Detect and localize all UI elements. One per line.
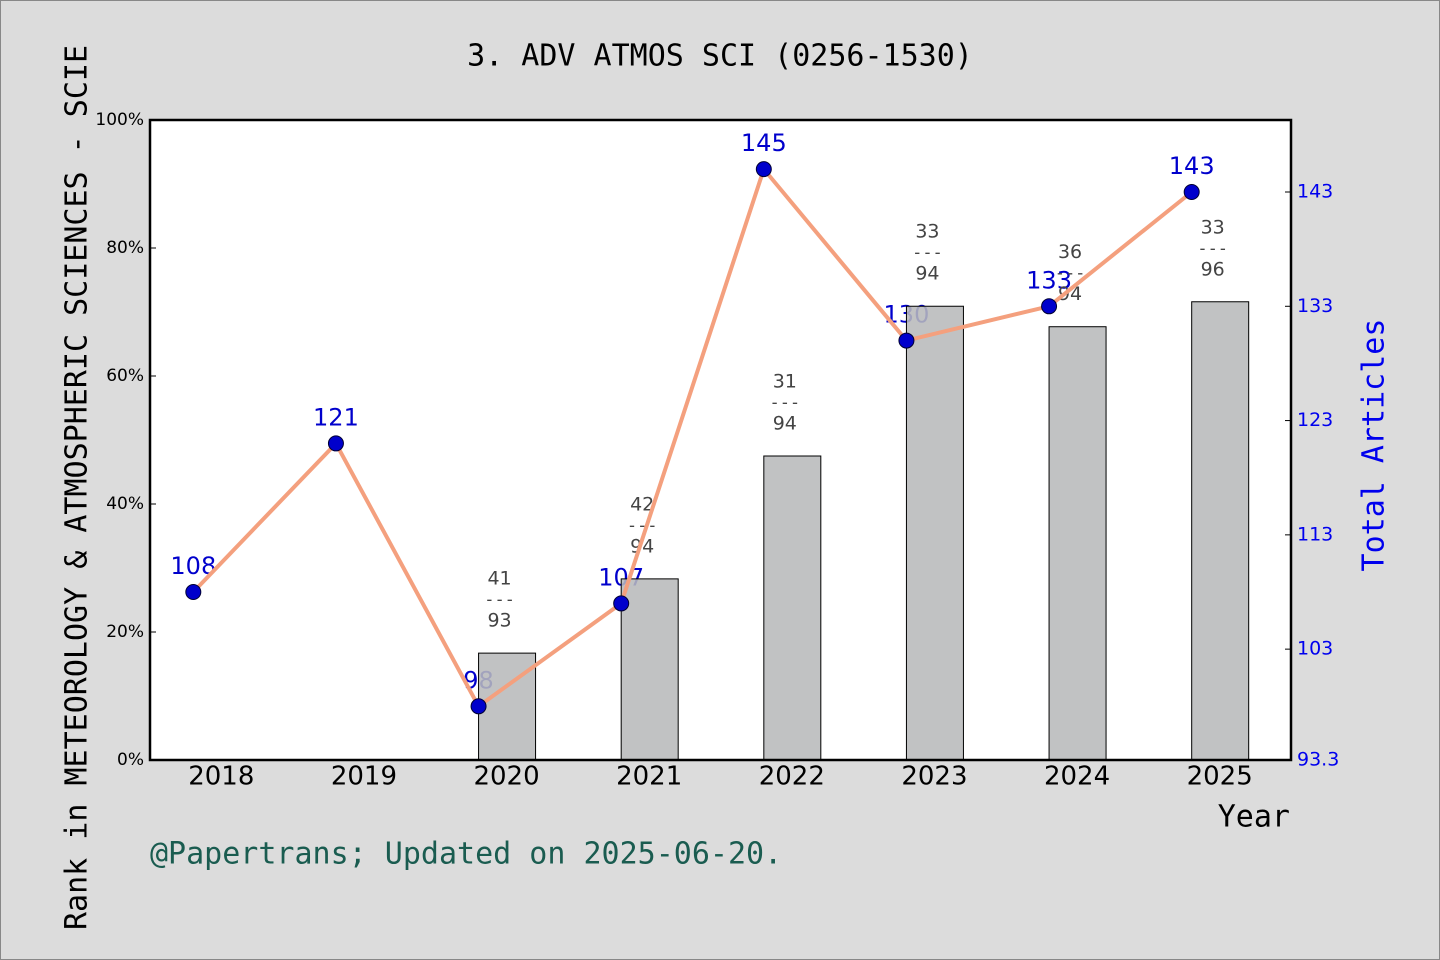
bar [905,305,964,761]
bar [1048,326,1107,761]
point [185,584,202,600]
x-tick-label: 2022 [759,762,825,792]
y2-tick-label: 113 [1297,523,1333,545]
data-label: 145 [741,129,787,157]
bar [1191,301,1250,761]
data-label: 133 [1026,266,1072,294]
plot-area [150,120,1291,760]
bar-total-label: 94 [773,413,797,435]
plot-frame [148,118,1293,762]
bar-total-label: 96 [1201,258,1225,280]
bar-total-label: 94 [915,263,939,285]
point [1041,298,1058,315]
y2-tick-label: 143 [1297,181,1333,203]
bar-separator: --- [912,243,943,263]
x-tick-label: 2023 [901,762,967,792]
x-tick-label: 2019 [331,762,397,792]
point [470,698,487,715]
chart-title: 3. ADV ATMOS SCI (0256-1530) [467,39,973,74]
point [613,595,630,612]
bar-separator: --- [627,516,658,536]
bar-rank-label: 42 [630,493,654,515]
y2-tick-label: 93.3 [1297,749,1339,771]
bar-separator: --- [769,393,800,413]
bar-rank-label: 36 [1058,241,1082,263]
bar-separator: --- [1055,264,1086,284]
x-tick-label: 2021 [616,762,682,792]
line [191,165,1193,710]
y-axis-label: Rank in METEOROLOGY & ATMOSPHERIC SCIENC… [60,45,95,930]
bar-total-label: 94 [1058,283,1082,305]
bar-rank-label: 33 [915,221,939,243]
y2-axis-label: Total Articles [1357,319,1392,572]
bar [620,578,679,761]
y2-tick-label: 103 [1297,638,1333,660]
y-tick-label: 100% [95,110,144,130]
y-tick-label: 40% [106,494,144,514]
x-tick-label: 2018 [188,762,254,792]
x-tick-label: 2024 [1044,762,1110,792]
x-tick-label: 2020 [473,762,539,792]
bar-rank-label: 41 [487,568,511,590]
y-tick-label: 0% [117,750,144,770]
y-tick-label: 80% [106,238,144,258]
y2-tick-label: 123 [1297,409,1333,431]
data-label: 143 [1169,152,1215,180]
footnote: @Papertrans; Updated on 2025-06-20. [150,837,782,872]
y-tick-label: 20% [106,622,144,642]
point [755,161,772,178]
y2-tick-label: 133 [1297,295,1333,317]
x-axis-label: Year [1218,800,1290,835]
y-tick-label: 60% [106,366,144,386]
point [898,332,915,349]
bar-separator: --- [1197,239,1228,259]
bar-rank-label: 33 [1201,216,1225,238]
data-label: 121 [313,403,359,431]
bar [763,455,822,761]
point [1183,184,1200,200]
bar-rank-label: 31 [773,371,797,393]
bar-separator: --- [484,590,515,610]
point [327,435,344,452]
bar-total-label: 93 [487,610,511,632]
x-tick-label: 2025 [1187,762,1253,792]
